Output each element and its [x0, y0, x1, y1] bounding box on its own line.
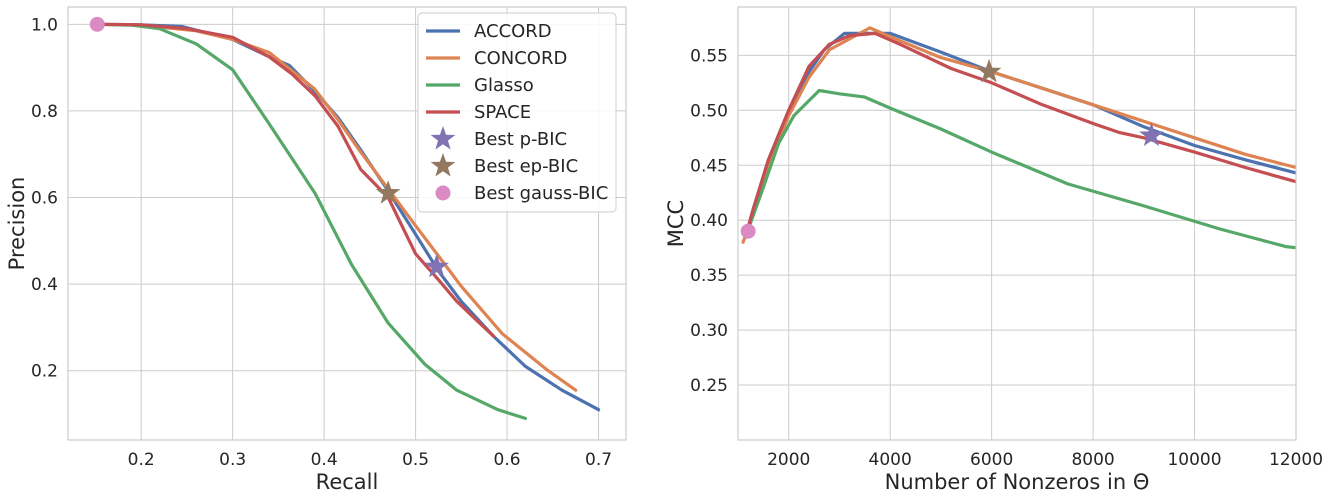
legend-item-glasso: Glasso — [426, 75, 534, 96]
legend-item-accord: ACCORD — [426, 21, 552, 42]
y-tick-label: 0.25 — [690, 376, 728, 396]
x-axis-label: Recall — [316, 470, 379, 494]
axes-frame — [67, 6, 627, 441]
y-tick-label: 0.40 — [690, 211, 728, 231]
marker-best-p-bic — [1139, 122, 1164, 147]
y-tick-label: 1.0 — [31, 15, 58, 35]
legend-item-concord: CONCORD — [426, 48, 567, 69]
y-tick-label: 0.30 — [690, 321, 728, 341]
x-tick-label: 0.5 — [402, 450, 429, 470]
legend-item-best-ep-bic: Best ep-BIC — [430, 153, 578, 177]
x-axis-label: Number of Nonzeros in Θ — [885, 470, 1150, 494]
y-axis-label: MCC — [664, 200, 688, 247]
y-tick-label: 0.50 — [690, 101, 728, 121]
x-tick-label: 10000 — [1167, 450, 1221, 470]
y-tick-label: 0.6 — [31, 189, 58, 209]
legend-box — [417, 12, 617, 213]
series-line-space — [95, 22, 495, 338]
series-line-glasso — [743, 88, 1296, 250]
legend-item-best-p-bic: Best p-BIC — [430, 126, 567, 150]
legend-swatch — [430, 153, 456, 177]
legend-label: ACCORD — [474, 21, 552, 42]
marker-best-ep-bic — [375, 180, 401, 204]
y-axis-label: Precision — [5, 177, 29, 271]
legend-label: Best ep-BIC — [474, 156, 578, 177]
legend-item-best-gauss-bic: Best gauss-BIC — [435, 183, 608, 204]
y-tick-label: 0.35 — [690, 266, 728, 286]
x-tick-label: 4000 — [869, 450, 912, 470]
y-tick-label: 0.2 — [31, 362, 58, 382]
legend-label: Glasso — [474, 75, 534, 96]
marker-best-p-bic — [424, 253, 450, 278]
marker-best-gauss-bic — [89, 16, 105, 32]
y-tick-label: 0.45 — [690, 156, 728, 176]
legend: ACCORD CONCORD Glasso SPACE Best p-BIC Best e… — [417, 12, 617, 213]
x-tick-label: 2000 — [767, 450, 810, 470]
x-tick-label: 0.3 — [219, 450, 246, 470]
marker-best-ep-bic — [976, 58, 1002, 83]
legend-label: CONCORD — [474, 48, 567, 69]
series-line-glasso — [95, 22, 528, 420]
axes-frame — [737, 6, 1297, 441]
x-tick-label: 0.2 — [128, 450, 155, 470]
series-line-concord — [741, 26, 1296, 244]
x-tick-label: 0.4 — [311, 450, 338, 470]
x-tick-label: 12000 — [1269, 450, 1323, 470]
legend-label: Best p-BIC — [474, 129, 567, 150]
marker-best-gauss-bic — [740, 223, 756, 239]
legend-label: SPACE — [474, 102, 531, 123]
y-tick-label: 0.4 — [31, 275, 58, 295]
x-tick-label: 8000 — [1071, 450, 1114, 470]
legend-item-space: SPACE — [426, 102, 531, 123]
legend-label: Best gauss-BIC — [474, 183, 608, 204]
precision-recall-chart: 0.2 0.3 0.4 0.5 0.6 0.7 0.2 0.4 0.6 0.8 1.0 Recall P… — [5, 6, 627, 494]
y-tick-label: 0.8 — [31, 102, 58, 122]
mcc-vs-nonzeros-chart: 2000 4000 6000 8000 10000 12000 0.25 0.30 0.35 0.… — [664, 6, 1323, 494]
y-tick-label: 0.55 — [690, 46, 728, 66]
plot-area — [738, 7, 1296, 440]
x-tick-label: 0.7 — [585, 450, 612, 470]
x-tick-label: 6000 — [970, 450, 1013, 470]
legend-swatch — [435, 185, 451, 201]
x-tick-label: 0.6 — [494, 450, 521, 470]
legend-swatch — [430, 126, 456, 150]
